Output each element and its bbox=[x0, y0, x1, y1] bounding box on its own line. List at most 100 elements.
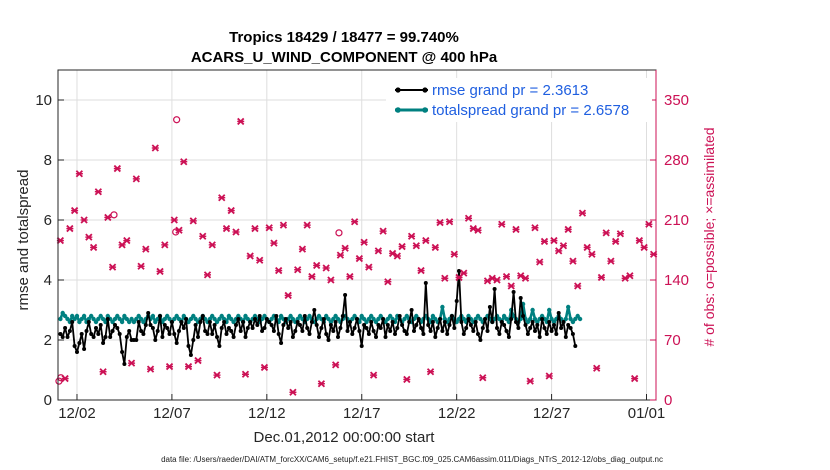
rmse-point bbox=[79, 332, 84, 336]
rmse-point bbox=[381, 317, 386, 321]
totalspread-point bbox=[568, 316, 573, 322]
totalspread-point bbox=[70, 313, 75, 319]
obs-assimilated-marker bbox=[460, 269, 468, 277]
rmse-point bbox=[186, 344, 191, 348]
obs-assimilated-marker bbox=[498, 220, 506, 228]
legend-rmse-marker-start bbox=[395, 87, 401, 93]
rmse-point bbox=[105, 317, 110, 321]
totalspread-point bbox=[131, 319, 137, 325]
totalspread-point bbox=[79, 316, 84, 322]
rmse-point bbox=[167, 332, 172, 336]
rmse-point bbox=[117, 332, 122, 336]
rmse-point bbox=[245, 326, 250, 330]
rmse-point bbox=[101, 341, 106, 345]
rmse-point bbox=[416, 317, 421, 321]
rmse-point bbox=[219, 326, 224, 330]
obs-assimilated-marker bbox=[284, 291, 292, 300]
totalspread-point bbox=[430, 313, 436, 319]
rmse-point bbox=[217, 344, 222, 348]
rmse-point bbox=[359, 344, 364, 348]
rmse-point bbox=[559, 326, 564, 330]
rmse-point bbox=[509, 317, 514, 321]
totalspread-point bbox=[62, 313, 68, 319]
rmse-point bbox=[253, 317, 257, 321]
rmse-point bbox=[390, 320, 395, 324]
totalspread-point bbox=[115, 313, 120, 319]
rmse-point bbox=[333, 320, 338, 324]
rmse-point bbox=[537, 335, 542, 339]
obs-assimilated-marker bbox=[275, 266, 283, 275]
rmse-point bbox=[181, 326, 186, 330]
rmse-point bbox=[63, 326, 68, 330]
rmse-point bbox=[65, 335, 70, 339]
totalspread-point bbox=[350, 316, 355, 322]
totalspread-point bbox=[433, 316, 438, 322]
rmse-point bbox=[504, 329, 509, 333]
obs-assimilated-marker bbox=[365, 263, 373, 271]
totalspread-point bbox=[269, 316, 274, 322]
rmse-point bbox=[535, 323, 540, 327]
rmse-point bbox=[193, 323, 198, 327]
obs-assimilated-marker bbox=[294, 266, 302, 274]
totalspread-point bbox=[191, 313, 196, 319]
totalspread-point bbox=[532, 316, 538, 322]
totalspread-point bbox=[290, 316, 296, 322]
rmse-point bbox=[561, 320, 566, 324]
totalspread-point bbox=[539, 313, 545, 319]
y-right-tick-label: 280 bbox=[664, 152, 689, 169]
y-axis-label-right: # of obs: o=possible; ×=assimilated bbox=[701, 127, 717, 346]
rmse-point bbox=[487, 305, 492, 309]
rmse-point bbox=[319, 326, 324, 330]
obs-assimilated-marker bbox=[550, 236, 558, 245]
totalspread-point bbox=[369, 313, 374, 319]
totalspread-point bbox=[307, 313, 312, 319]
y-right-tick-label: 0 bbox=[664, 392, 672, 409]
rmse-point bbox=[248, 320, 253, 324]
totalspread-point bbox=[466, 313, 471, 319]
totalspread-point bbox=[577, 316, 583, 322]
rmse-point bbox=[421, 332, 426, 336]
obs-assimilated-marker bbox=[502, 272, 511, 281]
totalspread-point bbox=[497, 316, 502, 322]
obs-assimilated-marker bbox=[156, 267, 164, 276]
rmse-point bbox=[473, 320, 478, 324]
totalspread-point bbox=[461, 316, 466, 322]
rmse-point bbox=[471, 329, 476, 333]
rmse-point bbox=[573, 344, 578, 348]
obs-assimilated-marker bbox=[175, 226, 183, 234]
rmse-point bbox=[136, 320, 141, 324]
totalspread-point bbox=[440, 304, 445, 310]
obs-assimilated-marker bbox=[536, 258, 544, 266]
obs-assimilated-marker bbox=[80, 216, 88, 224]
totalspread-point bbox=[100, 316, 106, 322]
rmse-point bbox=[231, 335, 236, 339]
obs-assimilated-marker bbox=[531, 224, 539, 232]
obs-assimilated-marker bbox=[341, 244, 349, 252]
x-tick-label: 12/17 bbox=[343, 405, 381, 422]
totalspread-point bbox=[136, 313, 141, 319]
obs-assimilated-marker bbox=[146, 365, 155, 373]
rmse-point bbox=[150, 326, 155, 330]
totalspread-point bbox=[93, 319, 99, 325]
rmse-point bbox=[312, 308, 317, 312]
legend-totalspread-marker-end bbox=[422, 107, 428, 113]
totalspread-point bbox=[176, 316, 182, 322]
totalspread-point bbox=[89, 313, 94, 319]
obs-assimilated-marker bbox=[635, 236, 644, 245]
totalspread-point bbox=[549, 316, 554, 322]
rmse-point bbox=[103, 335, 108, 339]
rmse-point bbox=[523, 323, 528, 327]
obs-assimilated-marker bbox=[597, 273, 606, 282]
rmse-point bbox=[58, 332, 63, 336]
rmse-point bbox=[146, 311, 151, 315]
totalspread-point bbox=[404, 313, 409, 319]
x-tick-label: 12/07 bbox=[153, 405, 191, 422]
rmse-point bbox=[340, 314, 345, 318]
totalspread-point bbox=[96, 316, 101, 322]
legend: rmse grand pr = 2.3613 totalspread grand… bbox=[386, 78, 652, 122]
rmse-point bbox=[286, 326, 291, 330]
rmse-point bbox=[60, 335, 65, 339]
obs-assimilated-marker bbox=[322, 264, 330, 272]
totalspread-point bbox=[551, 319, 557, 325]
obs-assimilated-marker bbox=[89, 243, 98, 252]
